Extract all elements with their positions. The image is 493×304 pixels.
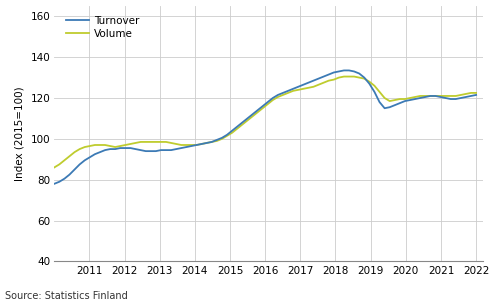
- Turnover: [341, 69, 347, 72]
- Volume: [51, 166, 57, 169]
- Line: Volume: Volume: [54, 77, 476, 168]
- Turnover: [473, 93, 479, 97]
- Turnover: [377, 100, 383, 104]
- Line: Turnover: Turnover: [54, 71, 476, 184]
- Volume: [56, 163, 62, 166]
- Y-axis label: Index (2015=100): Index (2015=100): [15, 86, 25, 181]
- Legend: Turnover, Volume: Turnover, Volume: [64, 14, 141, 41]
- Turnover: [51, 182, 57, 186]
- Volume: [377, 90, 383, 94]
- Volume: [397, 97, 403, 101]
- Volume: [260, 106, 266, 110]
- Text: Source: Statistics Finland: Source: Statistics Finland: [5, 291, 128, 301]
- Turnover: [260, 104, 266, 108]
- Turnover: [239, 121, 245, 124]
- Turnover: [397, 101, 403, 105]
- Volume: [473, 91, 479, 95]
- Volume: [341, 75, 347, 78]
- Turnover: [56, 180, 62, 184]
- Volume: [77, 147, 83, 151]
- Volume: [239, 123, 245, 126]
- Turnover: [77, 163, 83, 166]
